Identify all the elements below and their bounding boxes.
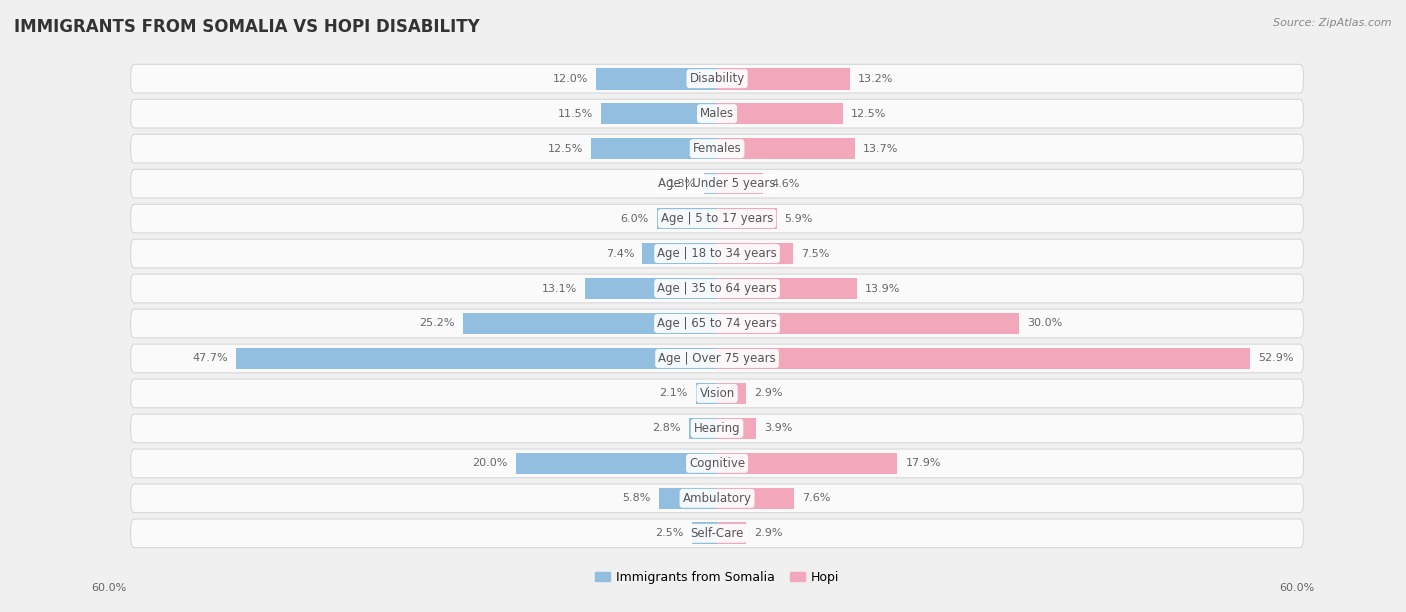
FancyBboxPatch shape [131,274,1303,303]
Text: 13.2%: 13.2% [858,73,893,84]
Text: 47.7%: 47.7% [193,354,228,364]
Text: 30.0%: 30.0% [1028,318,1063,329]
Text: Age | 65 to 74 years: Age | 65 to 74 years [657,317,778,330]
Text: 2.1%: 2.1% [659,389,688,398]
FancyBboxPatch shape [131,99,1303,128]
Text: Age | 18 to 34 years: Age | 18 to 34 years [657,247,778,260]
Bar [657,207,717,230]
Bar [696,382,717,405]
Text: 25.2%: 25.2% [419,318,456,329]
FancyBboxPatch shape [131,344,1303,373]
Text: 1.3%: 1.3% [668,179,696,188]
Bar [717,173,763,195]
Text: 2.8%: 2.8% [652,424,681,433]
Text: 2.5%: 2.5% [655,528,683,539]
Text: 7.4%: 7.4% [606,248,634,258]
Text: 60.0%: 60.0% [1279,583,1315,592]
FancyBboxPatch shape [131,309,1303,338]
Bar [717,488,793,509]
Text: 12.5%: 12.5% [548,144,583,154]
Text: Females: Females [693,142,741,155]
Bar [717,348,1250,369]
FancyBboxPatch shape [131,170,1303,198]
Text: Vision: Vision [699,387,735,400]
Text: Males: Males [700,107,734,120]
Bar [717,103,844,124]
FancyBboxPatch shape [131,449,1303,478]
FancyBboxPatch shape [131,204,1303,233]
FancyBboxPatch shape [131,239,1303,268]
Text: Source: ZipAtlas.com: Source: ZipAtlas.com [1274,18,1392,28]
Bar [643,243,717,264]
Bar [658,488,717,509]
FancyBboxPatch shape [131,414,1303,442]
Text: 13.7%: 13.7% [863,144,898,154]
Bar [692,523,717,544]
Text: Age | 5 to 17 years: Age | 5 to 17 years [661,212,773,225]
Bar [689,417,717,439]
Bar [717,138,855,160]
Bar [717,207,776,230]
Bar [585,278,717,299]
Bar [717,452,897,474]
Bar [591,138,717,160]
Text: 2.9%: 2.9% [755,389,783,398]
Text: 2.9%: 2.9% [755,528,783,539]
Text: Age | Over 75 years: Age | Over 75 years [658,352,776,365]
Text: 13.1%: 13.1% [541,283,576,294]
Text: 17.9%: 17.9% [905,458,941,468]
Bar [717,278,858,299]
Text: 7.5%: 7.5% [800,248,830,258]
Text: Age | Under 5 years: Age | Under 5 years [658,177,776,190]
Bar [717,243,793,264]
Bar [717,382,747,405]
Bar [704,173,717,195]
Text: 12.5%: 12.5% [851,109,886,119]
Text: 11.5%: 11.5% [558,109,593,119]
Text: Hearing: Hearing [693,422,741,435]
Text: 4.6%: 4.6% [772,179,800,188]
FancyBboxPatch shape [131,484,1303,513]
Text: 5.9%: 5.9% [785,214,813,223]
Text: 5.8%: 5.8% [623,493,651,503]
Bar [516,452,717,474]
Bar [602,103,717,124]
Legend: Immigrants from Somalia, Hopi: Immigrants from Somalia, Hopi [589,565,845,589]
Text: 13.9%: 13.9% [865,283,901,294]
Text: IMMIGRANTS FROM SOMALIA VS HOPI DISABILITY: IMMIGRANTS FROM SOMALIA VS HOPI DISABILI… [14,18,479,36]
Text: Cognitive: Cognitive [689,457,745,470]
Text: Age | 35 to 64 years: Age | 35 to 64 years [657,282,778,295]
Text: 52.9%: 52.9% [1258,354,1294,364]
Text: 20.0%: 20.0% [472,458,508,468]
FancyBboxPatch shape [131,134,1303,163]
Text: 6.0%: 6.0% [620,214,648,223]
Text: Self-Care: Self-Care [690,527,744,540]
Text: 60.0%: 60.0% [91,583,127,592]
Bar [717,313,1019,334]
Text: 3.9%: 3.9% [765,424,793,433]
Bar [717,68,851,89]
Bar [717,523,747,544]
Text: 12.0%: 12.0% [553,73,588,84]
Bar [236,348,717,369]
FancyBboxPatch shape [131,64,1303,93]
Text: Ambulatory: Ambulatory [682,492,752,505]
Bar [463,313,717,334]
Text: 7.6%: 7.6% [801,493,830,503]
Text: Disability: Disability [689,72,745,85]
FancyBboxPatch shape [131,519,1303,548]
Bar [717,417,756,439]
Bar [596,68,717,89]
FancyBboxPatch shape [131,379,1303,408]
